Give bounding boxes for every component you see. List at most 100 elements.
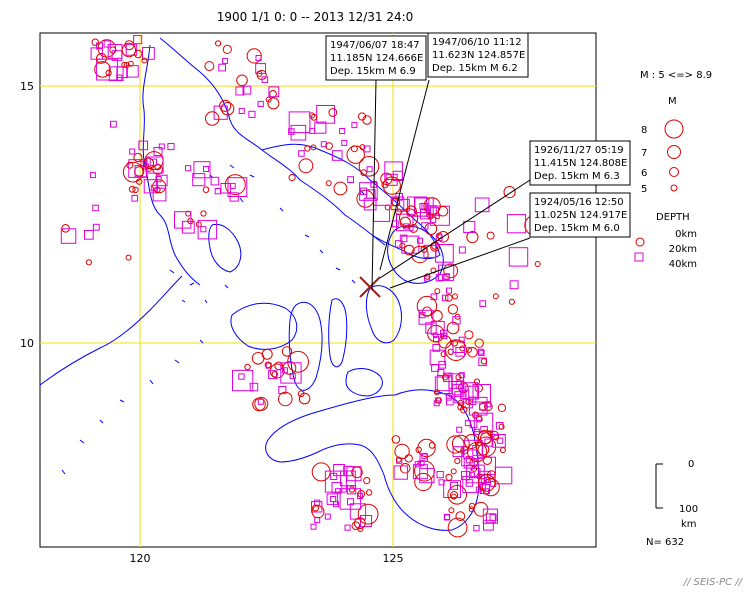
deep-event-square — [110, 120, 117, 128]
shallow-event-circle — [391, 197, 400, 207]
deep-event-square — [437, 368, 445, 376]
deep-event-square — [218, 63, 227, 72]
deep-event-square — [116, 74, 123, 81]
coast-leyte — [365, 285, 402, 344]
shallow-event-circle — [121, 42, 137, 58]
shallow-event-circle — [480, 358, 488, 365]
legend-m-6-label: 6 — [641, 168, 647, 179]
deep-event-square — [506, 214, 527, 234]
deep-event-square — [393, 465, 408, 480]
deep-event-square — [460, 389, 470, 399]
shallow-event-circle — [443, 263, 459, 279]
shallow-event-circle — [325, 142, 333, 150]
callout-3-depth: Dep. 15km M 6.3 — [534, 171, 620, 182]
deep-event-square — [268, 370, 278, 380]
deep-event-square — [349, 503, 367, 520]
deep-event-square — [461, 449, 479, 467]
shallow-event-circle — [136, 178, 143, 185]
deep-event-square — [143, 179, 158, 194]
shallow-event-circle — [94, 61, 111, 78]
deep-event-square — [326, 493, 339, 505]
shallow-event-circle — [405, 205, 417, 217]
deep-event-square — [478, 349, 485, 357]
deep-event-square — [142, 47, 155, 60]
deep-event-square — [181, 220, 195, 234]
deep-event-square — [324, 470, 347, 493]
shallow-event-circle — [328, 108, 338, 117]
shallow-event-circle — [391, 435, 401, 444]
deep-event-square — [390, 196, 405, 211]
deep-event-square — [436, 471, 444, 479]
shallow-event-circle — [498, 423, 505, 430]
callout-1-date: 1947/06/07 18:47 — [330, 40, 420, 51]
shallow-event-circle — [360, 169, 368, 177]
leader-2 — [379, 79, 430, 271]
callout-3-date: 1926/11/27 05:19 — [534, 145, 624, 156]
shallow-event-circle — [251, 352, 265, 365]
callout-2-depth: Dep. 15km M 6.2 — [432, 63, 518, 74]
shallow-event-circle — [109, 46, 117, 54]
graticule — [40, 33, 596, 547]
deep-event-square — [129, 148, 136, 155]
deep-event-square — [450, 481, 458, 490]
deep-event-square — [473, 525, 480, 532]
deep-event-square — [257, 100, 264, 108]
deep-event-square — [483, 519, 494, 531]
deep-event-square — [232, 369, 254, 392]
shallow-event-circle — [325, 180, 332, 187]
deep-event-square — [298, 150, 305, 157]
deep-event-square — [92, 204, 99, 212]
deep-event-square — [448, 381, 465, 397]
legend-m-8-circle — [664, 119, 684, 139]
deep-event-square — [255, 55, 262, 62]
callout-4-coords: 11.025N 124.917E — [534, 210, 627, 221]
deep-event-square — [344, 524, 351, 531]
deep-event-square — [249, 382, 259, 392]
deep-event-square — [280, 362, 302, 384]
shallow-event-circle — [121, 61, 128, 68]
shallow-event-circle — [466, 231, 479, 244]
deep-event-square — [158, 143, 165, 150]
deep-event-square — [435, 274, 444, 282]
deep-event-square — [456, 426, 463, 433]
shallow-event-circle — [380, 172, 393, 186]
legend-m-range: M : 5 <=> 8.9 — [640, 70, 712, 81]
shallow-event-circle — [195, 221, 202, 228]
leader-4 — [389, 237, 531, 289]
deep-event-square — [472, 384, 491, 403]
deep-event-square — [357, 492, 364, 499]
shallow-event-circle — [411, 245, 429, 264]
shallow-event-circle — [447, 304, 459, 315]
deep-event-square — [435, 244, 454, 263]
shallow-event-circle — [346, 145, 365, 164]
deep-event-square — [438, 360, 447, 369]
shallow-event-circle — [481, 478, 500, 497]
deep-event-square — [235, 86, 245, 96]
deep-event-square — [401, 235, 420, 254]
deep-event-square — [351, 122, 358, 129]
deep-event-square — [96, 42, 103, 50]
shallow-event-circle — [477, 474, 496, 492]
shallow-event-circle — [444, 294, 453, 302]
legend-depth-20-symbol — [634, 252, 644, 262]
deep-event-square — [508, 247, 529, 267]
shallow-event-circle — [304, 145, 311, 152]
deep-event-square — [330, 496, 337, 503]
shallow-event-circle — [348, 486, 356, 493]
shallow-event-circle — [358, 156, 380, 177]
deep-event-square — [341, 139, 348, 146]
deep-event-square — [192, 173, 206, 187]
shallow-event-circle — [486, 231, 495, 240]
deep-event-square — [465, 385, 480, 400]
deep-event-square — [138, 140, 148, 151]
shallow-event-circle — [454, 457, 461, 464]
shallow-event-circle — [435, 397, 442, 404]
shallow-event-circle — [142, 157, 155, 170]
deep-event-square — [346, 485, 357, 495]
deep-event-square — [167, 143, 175, 151]
deep-event-square — [155, 176, 162, 183]
shallow-event-circle — [362, 115, 372, 125]
shallow-event-circle — [274, 361, 284, 371]
shallow-event-circle — [152, 179, 167, 194]
legend-depth-40-label: 40km — [669, 259, 697, 270]
